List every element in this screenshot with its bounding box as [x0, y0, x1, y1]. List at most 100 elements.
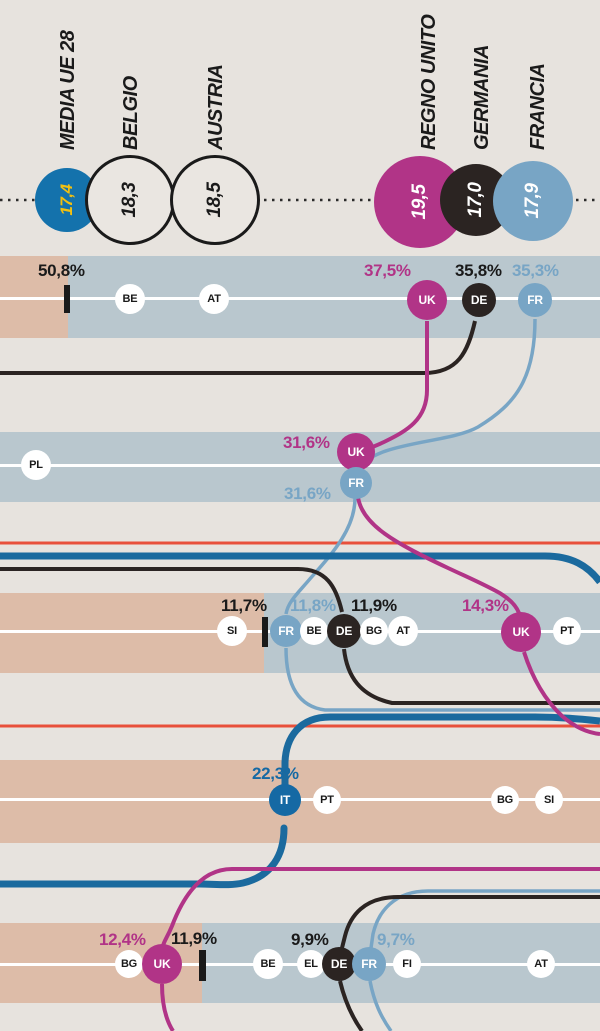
country-code: PT	[560, 625, 574, 637]
italy-tick-row3	[262, 617, 268, 647]
germany-pct-row1: 35,8%	[455, 261, 502, 280]
country-code: BG	[120, 958, 138, 970]
italy-tick-row1	[64, 285, 70, 313]
uk-pct-row3: 14,3%	[462, 596, 509, 615]
germany-value: 17,0	[465, 182, 486, 218]
country-circle-at-row5: AT	[527, 950, 555, 978]
eu-average-value: 17,4	[57, 184, 76, 216]
country-circle-be-row5: BE	[253, 949, 283, 979]
country-code: IT	[279, 793, 291, 807]
uk-line-enter-r5	[161, 867, 600, 947]
country-circle-fr-row5: FR	[352, 947, 386, 981]
column-label-austria: AUSTRIA	[205, 64, 227, 150]
country-circle-uk-row5: UK	[142, 944, 182, 984]
france-value: 17,9	[522, 183, 543, 219]
country-code: UK	[153, 957, 171, 971]
country-circle-de-row3: DE	[327, 614, 361, 648]
country-circle-uk-row1: UK	[407, 280, 447, 320]
uk-pct-row1: 37,5%	[364, 261, 411, 280]
italy-pct-row4: 22,3%	[252, 764, 299, 783]
country-circle-bg-row5: BG	[115, 950, 143, 978]
country-circle-fr-row2: FR	[340, 467, 372, 499]
country-circle-pt-row4: PT	[313, 786, 341, 814]
italy-line-enter-r4	[281, 713, 600, 796]
country-circle-fi-row5: FI	[393, 950, 421, 978]
country-circle-de-row1: DE	[462, 283, 496, 317]
france-legend-circle	[493, 161, 573, 241]
france-pct-row1: 35,3%	[512, 261, 559, 280]
country-code: DE	[330, 957, 348, 971]
belgium-value: 18,3	[119, 182, 140, 218]
column-label-belgium: BELGIO	[120, 76, 142, 150]
uk-value: 19,5	[409, 184, 430, 220]
germany-line-r3-exit	[342, 648, 600, 705]
country-code: UK	[418, 293, 436, 307]
country-circle-si-row3: SI	[217, 616, 247, 646]
country-code: FR	[527, 293, 543, 307]
uk-line-r3-exit	[522, 651, 600, 736]
germany-pct-row3: 11,9%	[351, 596, 397, 615]
country-code: FI	[402, 958, 412, 970]
country-code: FR	[361, 957, 377, 971]
country-code: DE	[470, 293, 488, 307]
france-pct-row2: 31,6%	[284, 484, 331, 503]
italy-pct-row5: 11,9%	[171, 929, 217, 948]
germany-line-enter-r3	[0, 567, 344, 613]
uk-line-r2-r3	[356, 496, 521, 614]
country-code: SI	[227, 625, 237, 637]
country-circle-de-row5: DE	[322, 947, 356, 981]
france-line-r1-r2	[356, 318, 537, 471]
country-circle-at-row1: AT	[199, 284, 229, 314]
country-code: PL	[29, 459, 43, 471]
country-circle-uk-row3: UK	[501, 612, 541, 652]
country-code: BG	[496, 794, 514, 806]
italy-pct-row1: 50,8%	[38, 261, 85, 280]
france-line-r3-exit	[284, 647, 600, 712]
country-code: BE	[122, 293, 138, 305]
country-circle-at-row3: AT	[388, 616, 418, 646]
country-circle-fr-row1: FR	[518, 283, 552, 317]
column-label-uk: REGNO UNITO	[418, 14, 440, 150]
uk-line-r5-exit	[160, 983, 175, 1031]
country-circle-be-row1: BE	[115, 284, 145, 314]
france-pct-row3: 11,8%	[290, 596, 336, 615]
austria-legend-circle	[170, 155, 260, 245]
germany-line-enter-r5	[340, 895, 600, 949]
italy-pct-row3: 11,7%	[221, 596, 267, 615]
country-code: EL	[304, 958, 318, 970]
column-label-france: FRANCIA	[527, 63, 549, 151]
country-code: DE	[335, 624, 353, 638]
italy-tick-row5	[199, 950, 206, 981]
country-code: UK	[347, 445, 365, 459]
row1-axis-line	[0, 297, 600, 300]
uk-line-r1-r2	[355, 321, 429, 457]
italy-line-r3-wrap	[0, 552, 600, 585]
country-code: FR	[348, 476, 364, 490]
country-code: AT	[396, 625, 410, 637]
uk-pct-row2: 31,6%	[283, 433, 330, 452]
uk-pct-row5: 12,4%	[99, 930, 146, 949]
country-circle-bg-row4: BG	[491, 786, 519, 814]
country-code: BE	[306, 625, 322, 637]
row2-axis-line	[0, 464, 600, 467]
italy-line-r4-exit	[0, 824, 288, 889]
country-circle-pl-row2: PL	[21, 450, 51, 480]
country-circle-uk-row2: UK	[337, 433, 375, 471]
country-code: FR	[278, 624, 294, 638]
country-circle-pt-row3: PT	[553, 617, 581, 645]
country-circle-si-row4: SI	[535, 786, 563, 814]
germany-line-r5-exit	[338, 980, 364, 1031]
column-label-eu-average: MEDIA UE 28	[57, 30, 79, 150]
france-line-r2-r3	[284, 497, 357, 615]
france-pct-row5: 9,7%	[377, 930, 415, 949]
country-circle-it-row4: IT	[269, 784, 301, 816]
country-circle-fr-row3: FR	[270, 615, 302, 647]
country-circle-be-row3: BE	[300, 617, 328, 645]
country-code: AT	[534, 958, 548, 970]
country-code: BG	[365, 625, 383, 637]
country-code: BE	[260, 958, 276, 970]
country-circle-bg-row3: BG	[360, 617, 388, 645]
country-code: UK	[512, 625, 530, 639]
